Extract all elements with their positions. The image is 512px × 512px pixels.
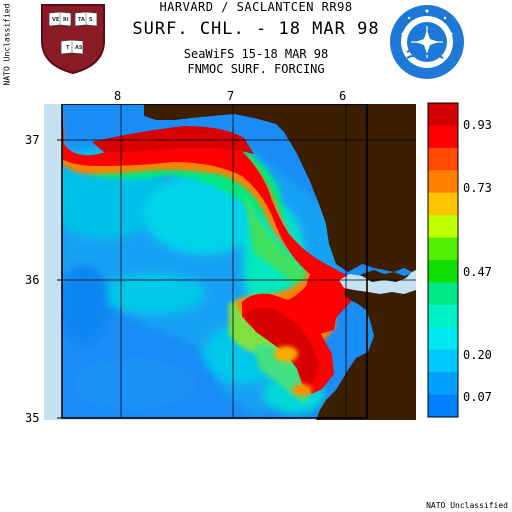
subtitle-line-1: SeaWiFS 15-18 MAR 98 [183,47,329,61]
legend-label: 0.07 [463,390,492,404]
map-frame [61,104,368,419]
svg-text:VE: VE [52,17,60,23]
lon-tick-label: 8 [114,89,122,103]
legend-swatch [428,349,458,373]
legend-swatch [428,147,458,171]
svg-text:RI: RI [63,17,69,23]
legend-swatch [428,192,458,216]
lon-tick-label: 7 [227,89,235,103]
map-title: SURF. CHL. - 18 MAR 98 [132,19,380,39]
svg-text:T: T [66,45,70,51]
title-line-1: HARVARD / SACLANTCEN RR98 [159,0,353,14]
legend-swatch [428,260,458,283]
legend-swatch [428,170,458,194]
svg-text:S: S [89,17,93,23]
legend-swatches [427,102,459,418]
lat-tick-label: 37 [25,133,40,147]
svg-text:AS: AS [75,45,83,51]
axis-ticks [57,139,62,419]
subtitle: SeaWiFS 15-18 MAR 98 FNMOC SURF. FORCING [0,47,512,77]
graticule [62,104,416,418]
legend-swatch [428,237,458,261]
lon-tick-label: 6 [339,89,347,103]
legend-swatch [428,125,458,149]
nato-unclassified-footer: NATO Unclassified [426,501,508,510]
coastal-missing-data [339,270,416,294]
legend-swatch [428,282,458,306]
saclantcen-emblem-logo [390,5,464,79]
color-legend [427,102,459,418]
chlorophyll-map [44,104,416,420]
legend-swatch [428,304,458,328]
legend-swatch [428,327,458,351]
legend-swatch [428,103,458,126]
harvard-shield-logo: VE RI TA S T AS [41,4,105,75]
legend-swatch [428,372,458,395]
legend-frame [427,102,459,418]
legend-swatch [428,215,458,238]
legend-swatch [428,394,458,418]
legend-label: 0.20 [463,348,492,362]
legend-label: 0.73 [463,181,492,195]
legend-label: 0.47 [463,265,492,279]
legend-label: 0.93 [463,118,492,132]
svg-text:TA: TA [78,17,85,23]
land-northeast [144,104,416,274]
land-southeast [316,104,416,420]
lat-tick-label: 36 [25,273,40,287]
subtitle-line-2: FNMOC SURF. FORCING [187,62,325,76]
lat-tick-label: 35 [25,411,40,425]
